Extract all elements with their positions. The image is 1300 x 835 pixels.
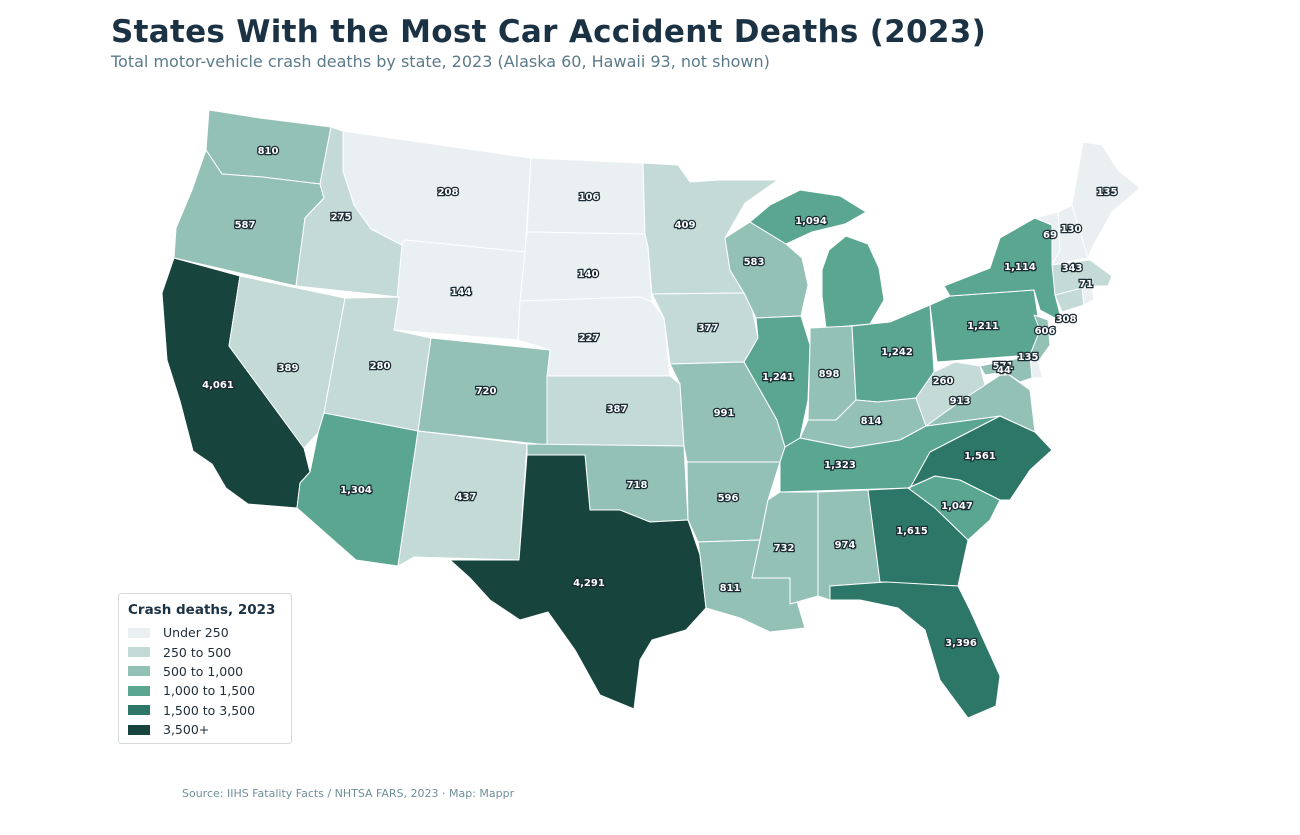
state-ma[interactable] [1051,259,1113,296]
state-value-label-nv: 389 [278,363,299,374]
state-value-label-wi: 583 [744,257,765,268]
legend-item: 1,000 to 1,500 [128,681,282,700]
state-value-label-co: 720 [476,386,497,397]
state-value-label-fl: 3,396 [945,638,977,649]
state-value-label-ne: 227 [579,333,600,344]
state-value-label-nj: 606 [1035,326,1056,337]
legend-item: 1,500 to 3,500 [128,701,282,720]
source-note: Source: IIHS Fatality Facts / NHTSA FARS… [182,787,515,800]
legend-swatch [128,724,150,735]
state-value-label-mn: 409 [675,220,696,231]
legend-item: 250 to 500 [128,642,282,661]
state-value-label-ma: 343 [1062,263,1083,274]
state-value-label-me: 135 [1097,187,1118,198]
legend-swatch [128,685,150,696]
legend-item: Under 250 [128,623,282,642]
state-value-label-pa: 1,211 [967,321,999,332]
state-value-label-mi: 1,094 [795,216,827,227]
state-value-label-mt: 208 [438,187,459,198]
state-nm[interactable] [397,430,528,567]
state-value-label-wy: 144 [451,287,472,298]
state-value-label-ca: 4,061 [202,380,234,391]
state-value-label-mo: 991 [714,408,735,419]
legend-label: 1,000 to 1,500 [163,683,256,699]
state-value-label-ny: 1,114 [1004,262,1036,273]
state-value-label-in: 898 [819,369,840,380]
legend-item: 500 to 1,000 [128,662,282,681]
state-value-label-nc: 1,561 [964,451,996,462]
state-value-label-ga: 1,615 [896,526,928,537]
state-value-label-va: 913 [950,396,971,407]
state-value-label-al: 974 [835,540,856,551]
state-value-label-oh: 1,242 [881,347,913,358]
legend-item: 3,500+ [128,720,282,739]
state-value-label-ar: 596 [718,493,739,504]
state-tx[interactable] [449,454,707,710]
state-value-label-nd: 106 [579,192,600,203]
legend-label: 1,500 to 3,500 [163,702,256,718]
legend-label: 250 to 500 [163,644,232,660]
state-value-label-il: 1,241 [762,372,794,383]
legend-label: 500 to 1,000 [163,663,244,679]
state-value-label-dc: 44 [997,365,1011,376]
state-mi[interactable] [749,189,885,329]
state-fl[interactable] [829,581,1001,719]
state-dc[interactable] [1000,368,1008,376]
state-value-label-ct: 308 [1056,314,1077,325]
state-sd[interactable] [519,231,653,303]
state-value-label-ri: 71 [1079,279,1093,290]
legend-title: Crash deaths, 2023 [128,602,276,618]
state-value-label-ms: 732 [774,543,795,554]
state-value-label-nm: 437 [456,492,477,503]
state-value-label-sd: 140 [578,269,599,280]
state-value-label-id: 275 [331,212,352,223]
state-value-label-ky: 814 [861,416,882,427]
state-value-label-vt: 69 [1043,230,1057,241]
legend-swatch [128,627,150,638]
state-value-label-or: 587 [235,220,256,231]
legend-swatch [128,666,150,677]
state-value-label-nh: 130 [1061,224,1082,235]
state-value-label-ia: 377 [698,323,719,334]
legend-swatch [128,705,150,716]
state-wv[interactable] [915,361,986,427]
state-value-label-ok: 718 [627,480,648,491]
state-value-label-de: 135 [1018,352,1039,363]
state-value-label-wv: 260 [933,376,954,387]
map-legend: Crash deaths, 2023 Under 250 250 to 500 … [118,593,292,744]
legend-label: Under 250 [163,625,229,641]
legend-label: 3,500+ [163,722,210,738]
state-value-label-la: 811 [720,583,741,594]
state-value-label-md: 571 [993,361,1014,372]
map-subtitle: Total motor-vehicle crash deaths by stat… [111,52,770,71]
state-value-label-sc: 1,047 [941,501,973,512]
legend-swatch [128,647,150,658]
state-me[interactable] [1071,141,1141,259]
state-value-label-ks: 387 [607,404,628,415]
state-wy[interactable] [393,239,526,341]
map-title: States With the Most Car Accident Deaths… [111,14,987,50]
state-value-label-tx: 4,291 [573,578,605,589]
state-nh[interactable] [1051,204,1089,266]
state-value-label-wa: 810 [258,146,279,157]
state-ms[interactable] [751,491,819,605]
state-value-label-az: 1,304 [340,485,372,496]
state-value-label-tn: 1,323 [824,460,856,471]
state-value-label-ut: 280 [370,361,391,372]
